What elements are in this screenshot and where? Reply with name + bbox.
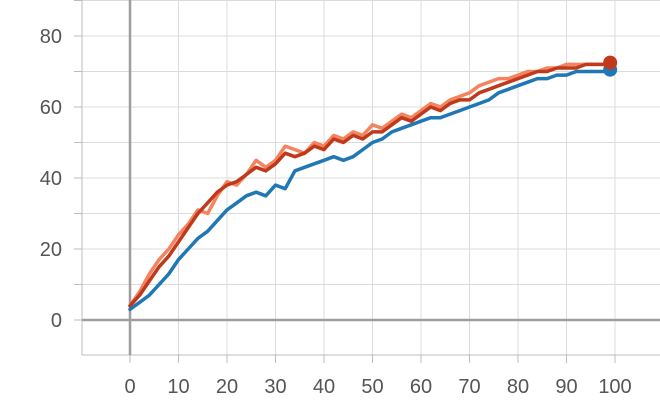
x-tick-label: 20 bbox=[216, 376, 238, 398]
x-tick-label: 70 bbox=[458, 376, 480, 398]
y-tick-label: 80 bbox=[40, 26, 62, 48]
series-line-3 bbox=[128, 67, 612, 312]
series-end-marker-2 bbox=[603, 55, 618, 70]
x-tick-label: 30 bbox=[264, 376, 286, 398]
y-tick-label: 40 bbox=[40, 168, 62, 190]
y-tick-label: 0 bbox=[51, 310, 62, 332]
x-tick-label: 80 bbox=[507, 376, 529, 398]
y-tick-label: 20 bbox=[40, 239, 62, 261]
grid bbox=[82, 0, 660, 355]
x-tick-label: 100 bbox=[598, 376, 631, 398]
x-tick-label: 40 bbox=[313, 376, 335, 398]
axes bbox=[74, 0, 660, 363]
y-tick-label: 60 bbox=[40, 97, 62, 119]
x-tick-label: 50 bbox=[361, 376, 383, 398]
x-tick-label: 60 bbox=[410, 376, 432, 398]
end-markers bbox=[603, 55, 618, 77]
series-line-2 bbox=[128, 60, 612, 308]
tick-labels: 0 20 40 60 80 0 10 20 30 40 50 60 70 80 90 100 bbox=[40, 26, 632, 398]
series-lines bbox=[128, 60, 612, 312]
series-line-1 bbox=[128, 62, 612, 308]
x-tick-label: 90 bbox=[555, 376, 577, 398]
x-tick-label: 10 bbox=[167, 376, 189, 398]
x-tick-label: 0 bbox=[124, 376, 135, 398]
